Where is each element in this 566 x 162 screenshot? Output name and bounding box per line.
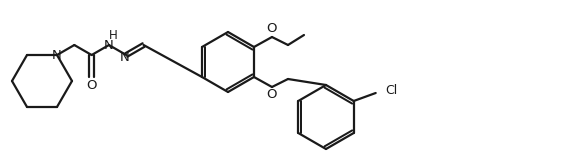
Text: Cl: Cl bbox=[385, 85, 398, 98]
Text: O: O bbox=[267, 88, 277, 102]
Text: N: N bbox=[119, 51, 129, 64]
Text: N: N bbox=[52, 49, 62, 62]
Text: O: O bbox=[267, 23, 277, 35]
Text: O: O bbox=[87, 79, 97, 92]
Text: H: H bbox=[109, 29, 117, 41]
Text: N: N bbox=[104, 39, 114, 52]
